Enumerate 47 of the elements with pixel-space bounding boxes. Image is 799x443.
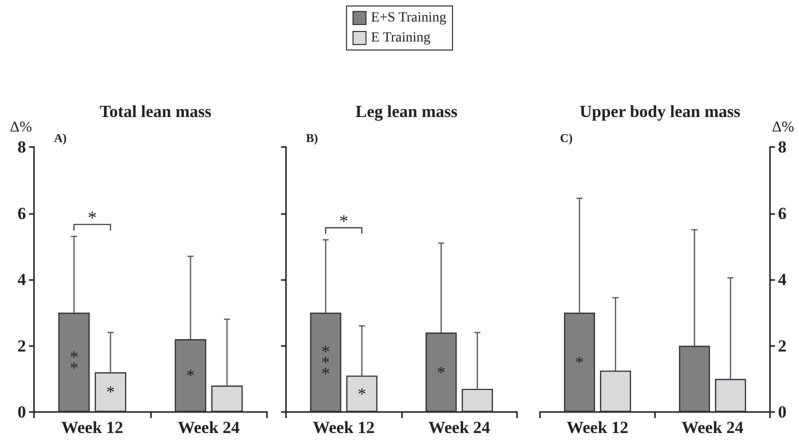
- legend-label: E Training: [371, 30, 431, 46]
- data-label: *: [358, 384, 366, 404]
- chart-title: Upper body lean mass: [580, 102, 741, 121]
- text: A): [54, 131, 67, 145]
- bar: [58, 312, 90, 412]
- bar: [310, 312, 342, 412]
- bar: [600, 370, 632, 412]
- y2-tick-label: 6: [778, 204, 786, 223]
- x-tick-label: Week 24: [178, 418, 240, 437]
- y-tick-label: 6: [18, 204, 26, 223]
- x-tick-label: Week 24: [428, 418, 491, 437]
- x-tick-label: Week 12: [312, 418, 375, 437]
- x-tick-label: Week 24: [682, 418, 744, 437]
- bar: [462, 388, 493, 412]
- y-tick-label: 0: [18, 402, 26, 422]
- bar: [174, 339, 206, 412]
- bar: [211, 386, 243, 412]
- data-label: *: [575, 352, 584, 372]
- bar: [564, 312, 596, 412]
- chart-title: Leg lean mass: [356, 102, 458, 121]
- y2-axis-title: Δ%: [772, 120, 794, 136]
- annotation: *: [339, 210, 348, 231]
- y2-tick-label: 0: [778, 402, 786, 422]
- legend-label: E+S Training: [371, 10, 446, 26]
- bar: [426, 332, 457, 412]
- bar: [94, 372, 126, 412]
- y-axis-title: Δ%: [10, 120, 32, 136]
- y2-tick-label: 8: [778, 138, 786, 156]
- y-tick-label: 8: [18, 138, 26, 156]
- x-tick-label: Week 12: [61, 418, 124, 437]
- y2-tick-label: 2: [778, 336, 786, 356]
- data-label: *: [436, 362, 446, 382]
- annotation: *: [88, 207, 97, 228]
- y-tick-label: 4: [18, 270, 26, 289]
- text: B): [306, 131, 318, 145]
- chart-title: Total lean mass: [100, 102, 212, 121]
- data-label: *: [106, 382, 115, 402]
- bar: [346, 376, 378, 412]
- data-label: **: [70, 347, 78, 378]
- bar: [678, 346, 710, 412]
- data-label: *: [186, 366, 195, 386]
- bar: [714, 378, 746, 412]
- y-tick-label: 2: [18, 336, 26, 356]
- data-label: ***: [321, 342, 330, 383]
- text: C): [560, 131, 573, 145]
- x-tick-label: Week 12: [566, 418, 628, 437]
- y2-tick-label: 4: [778, 270, 787, 289]
